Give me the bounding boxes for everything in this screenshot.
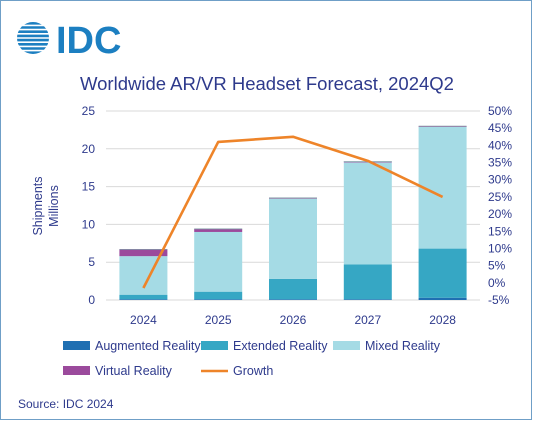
y-tick-label: 25 — [82, 104, 96, 118]
legend-item: Augmented Reality — [63, 339, 201, 353]
legend-label: Virtual Reality — [95, 364, 173, 378]
y2-tick-label: 15% — [488, 224, 512, 238]
legend-swatch — [63, 366, 90, 375]
growth-line — [142, 135, 444, 289]
y-tick-label: 10 — [82, 217, 96, 231]
y2-tick-label: 20% — [488, 207, 512, 221]
growth-series-line — [142, 135, 444, 289]
y2-tick-label: 45% — [488, 121, 512, 135]
source-note: Source: IDC 2024 — [18, 397, 114, 411]
legend-item: Growth — [201, 364, 273, 378]
y2-tick-label: 25% — [488, 190, 512, 204]
legend-label: Extended Reality — [233, 339, 328, 353]
x-axis-ticks: 2024 2025 2026 2027 2028 — [130, 313, 456, 327]
y-tick-label: 15 — [82, 180, 96, 194]
legend-label: Augmented Reality — [95, 339, 201, 353]
bar-segment — [194, 299, 243, 300]
bar-segment — [194, 231, 243, 292]
y-axis-label-line-1: Shipments — [31, 176, 45, 235]
x-tick-label: 2025 — [205, 313, 232, 327]
bar-segment — [343, 264, 392, 300]
y2-tick-label: 50% — [488, 104, 512, 118]
legend-swatch — [333, 341, 360, 350]
y-axis-label-line-2: Millions — [47, 185, 61, 227]
legend-label: Growth — [233, 364, 273, 378]
bar-segment — [418, 297, 467, 300]
bar-segment — [343, 299, 392, 300]
y-axis-label: Shipments Millions — [31, 176, 61, 235]
x-tick-label: 2024 — [130, 313, 157, 327]
bar-segment — [269, 198, 317, 279]
y-tick-label: 5 — [88, 255, 95, 269]
right-axis-ticks: -5% 0% 5% 10% 15% 20% 25% 30% 35% 40% 45% 50% — [488, 104, 512, 307]
legend-item: Virtual Reality — [63, 364, 173, 378]
bar-segment — [269, 299, 317, 300]
y2-tick-label: 40% — [488, 138, 512, 152]
x-tick-label: 2028 — [429, 313, 456, 327]
legend-swatch — [63, 341, 90, 350]
bar-segment — [119, 299, 168, 300]
idc-logo: IDC — [16, 20, 121, 62]
bar-segment — [194, 228, 243, 232]
y-tick-label: 0 — [88, 293, 95, 307]
y2-tick-label: -5% — [488, 293, 510, 307]
logo-text: IDC — [56, 20, 121, 62]
y2-tick-label: 5% — [488, 259, 506, 273]
y2-tick-label: 35% — [488, 156, 512, 170]
left-axis-ticks: 0 5 10 15 20 25 — [82, 104, 96, 307]
bar-segment — [343, 162, 392, 265]
x-tick-label: 2026 — [280, 313, 307, 327]
y2-tick-label: 30% — [488, 173, 512, 187]
y-tick-label: 20 — [82, 142, 96, 156]
bar-segment — [119, 249, 168, 257]
y2-tick-label: 10% — [488, 241, 512, 255]
bar-segment — [418, 126, 467, 249]
bars — [119, 125, 467, 300]
legend-label: Mixed Reality — [365, 339, 441, 353]
legend-item: Mixed Reality — [333, 339, 441, 353]
bar-segment — [418, 248, 467, 298]
y2-tick-label: 0% — [488, 276, 506, 290]
bar-segment — [119, 294, 168, 300]
bar-segment — [119, 256, 168, 295]
idc-globe-icon — [16, 22, 50, 54]
x-tick-label: 2027 — [354, 313, 381, 327]
legend-item: Extended Reality — [201, 339, 328, 353]
bar-segment — [269, 278, 317, 300]
legend-swatch — [201, 341, 228, 350]
legend: Augmented Reality Extended Reality Mixed R… — [63, 339, 441, 378]
chart-title: Worldwide AR/VR Headset Forecast, 2024Q2 — [80, 73, 454, 94]
bar-segment — [194, 291, 243, 300]
